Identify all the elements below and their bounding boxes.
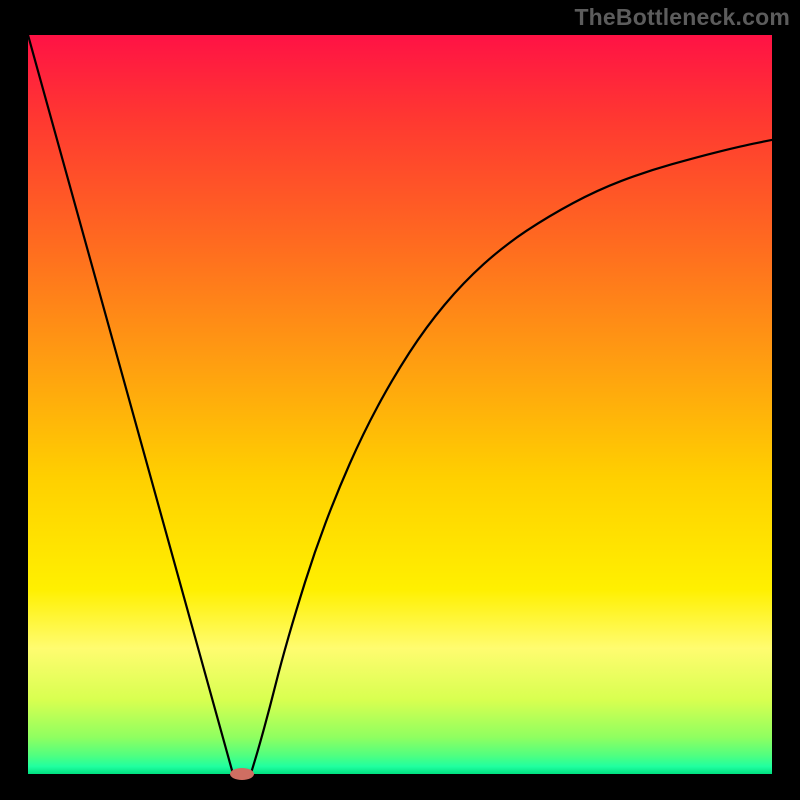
min-marker	[230, 768, 254, 780]
bottleneck-chart	[28, 35, 772, 774]
chart-frame: TheBottleneck.com	[0, 0, 800, 800]
watermark-label: TheBottleneck.com	[574, 4, 790, 31]
